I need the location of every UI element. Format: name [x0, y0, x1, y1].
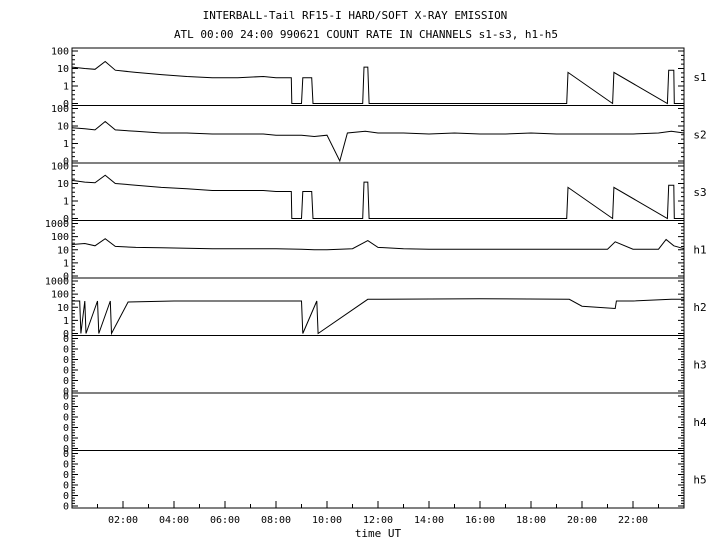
- panel-label: s1: [693, 71, 706, 84]
- y-tick-label: 0: [63, 470, 69, 481]
- y-tick-label: 0: [63, 157, 69, 168]
- y-tick-label: 10: [57, 245, 69, 256]
- x-tick-label: 20:00: [567, 515, 597, 526]
- panel-label: h1: [693, 243, 706, 256]
- y-tick-label: 0: [63, 502, 69, 513]
- y-tick-label: 0: [63, 366, 69, 377]
- panel-label: s2: [693, 128, 706, 141]
- series-line-s1: [71, 60, 684, 105]
- panel-frame: [71, 392, 685, 451]
- x-axis-label: time UT: [355, 527, 402, 540]
- panel-label: h3: [693, 358, 706, 371]
- x-tick-label: 16:00: [465, 515, 495, 526]
- y-tick-label: 0: [63, 460, 69, 471]
- y-tick-label: 0: [63, 491, 69, 502]
- series-line-s3: [71, 174, 684, 220]
- y-tick-label: 100: [51, 104, 69, 115]
- panel-label: h2: [693, 301, 706, 314]
- y-tick-label: 0: [63, 99, 69, 110]
- y-tick-label: 0: [63, 434, 69, 445]
- y-tick-label: 0: [63, 413, 69, 424]
- y-tick-label: 0: [63, 449, 69, 460]
- y-tick-label: 1000: [45, 277, 69, 288]
- y-tick-label: 1: [63, 258, 69, 269]
- x-tick-label: 14:00: [414, 515, 444, 526]
- y-tick-label: 100: [51, 232, 69, 243]
- panel-label: h4: [693, 416, 707, 429]
- y-tick-label: 0: [63, 402, 69, 413]
- y-tick-label: 10: [57, 64, 69, 75]
- y-tick-label: 1: [63, 316, 69, 327]
- x-tick-label: 10:00: [312, 515, 342, 526]
- y-tick-label: 10: [57, 179, 69, 190]
- y-tick-label: 0: [63, 329, 69, 340]
- series-line-h2: [72, 298, 684, 336]
- x-tick-label: 02:00: [108, 515, 138, 526]
- series-line-h1: [71, 238, 685, 251]
- y-tick-label: 0: [63, 387, 69, 398]
- panel-frame: [71, 47, 685, 106]
- y-tick-label: 10: [57, 122, 69, 133]
- series-line-s2: [71, 120, 685, 163]
- panels-group: 1001010s11001010s21001010s310001001010h1…: [45, 47, 707, 513]
- y-tick-label: 100: [51, 47, 69, 58]
- x-axis-ticks: 02:00 04:00 06:00 08:00 10:00 12:00 14:00 16:00…: [71, 501, 685, 526]
- x-tick-label: 06:00: [210, 515, 240, 526]
- panel-frame: [71, 162, 685, 221]
- panel-frame: [71, 450, 685, 509]
- y-tick-label: 0: [63, 214, 69, 225]
- y-tick-label: 1000: [45, 219, 69, 230]
- x-tick-label: 18:00: [516, 515, 546, 526]
- y-tick-label: 0: [63, 355, 69, 366]
- y-tick-label: 0: [63, 392, 69, 403]
- panel-label: s3: [693, 186, 706, 199]
- y-tick-label: 100: [51, 162, 69, 173]
- y-tick-label: 0: [63, 334, 69, 345]
- x-tick-label: 22:00: [618, 515, 648, 526]
- x-tick-label: 08:00: [261, 515, 291, 526]
- y-tick-label: 0: [63, 444, 69, 455]
- y-tick-label: 1: [63, 139, 69, 150]
- y-tick-label: 0: [63, 272, 69, 283]
- y-tick-label: 1: [63, 82, 69, 93]
- chart-subtitle: ATL 00:00 24:00 990621 COUNT RATE IN CHA…: [174, 28, 558, 41]
- y-tick-label: 0: [63, 481, 69, 492]
- y-tick-label: 1: [63, 197, 69, 208]
- x-tick-label: 04:00: [159, 515, 189, 526]
- y-tick-label: 0: [63, 345, 69, 356]
- y-tick-label: 0: [63, 376, 69, 387]
- panel-frame: [71, 335, 685, 394]
- chart-title: INTERBALL-Tail RF15-I HARD/SOFT X-RAY EM…: [203, 9, 508, 22]
- x-tick-label: 12:00: [363, 515, 393, 526]
- panel-label: h5: [693, 473, 706, 486]
- y-tick-label: 10: [57, 303, 69, 314]
- y-tick-label: 0: [63, 423, 69, 434]
- y-tick-label: 100: [51, 290, 69, 301]
